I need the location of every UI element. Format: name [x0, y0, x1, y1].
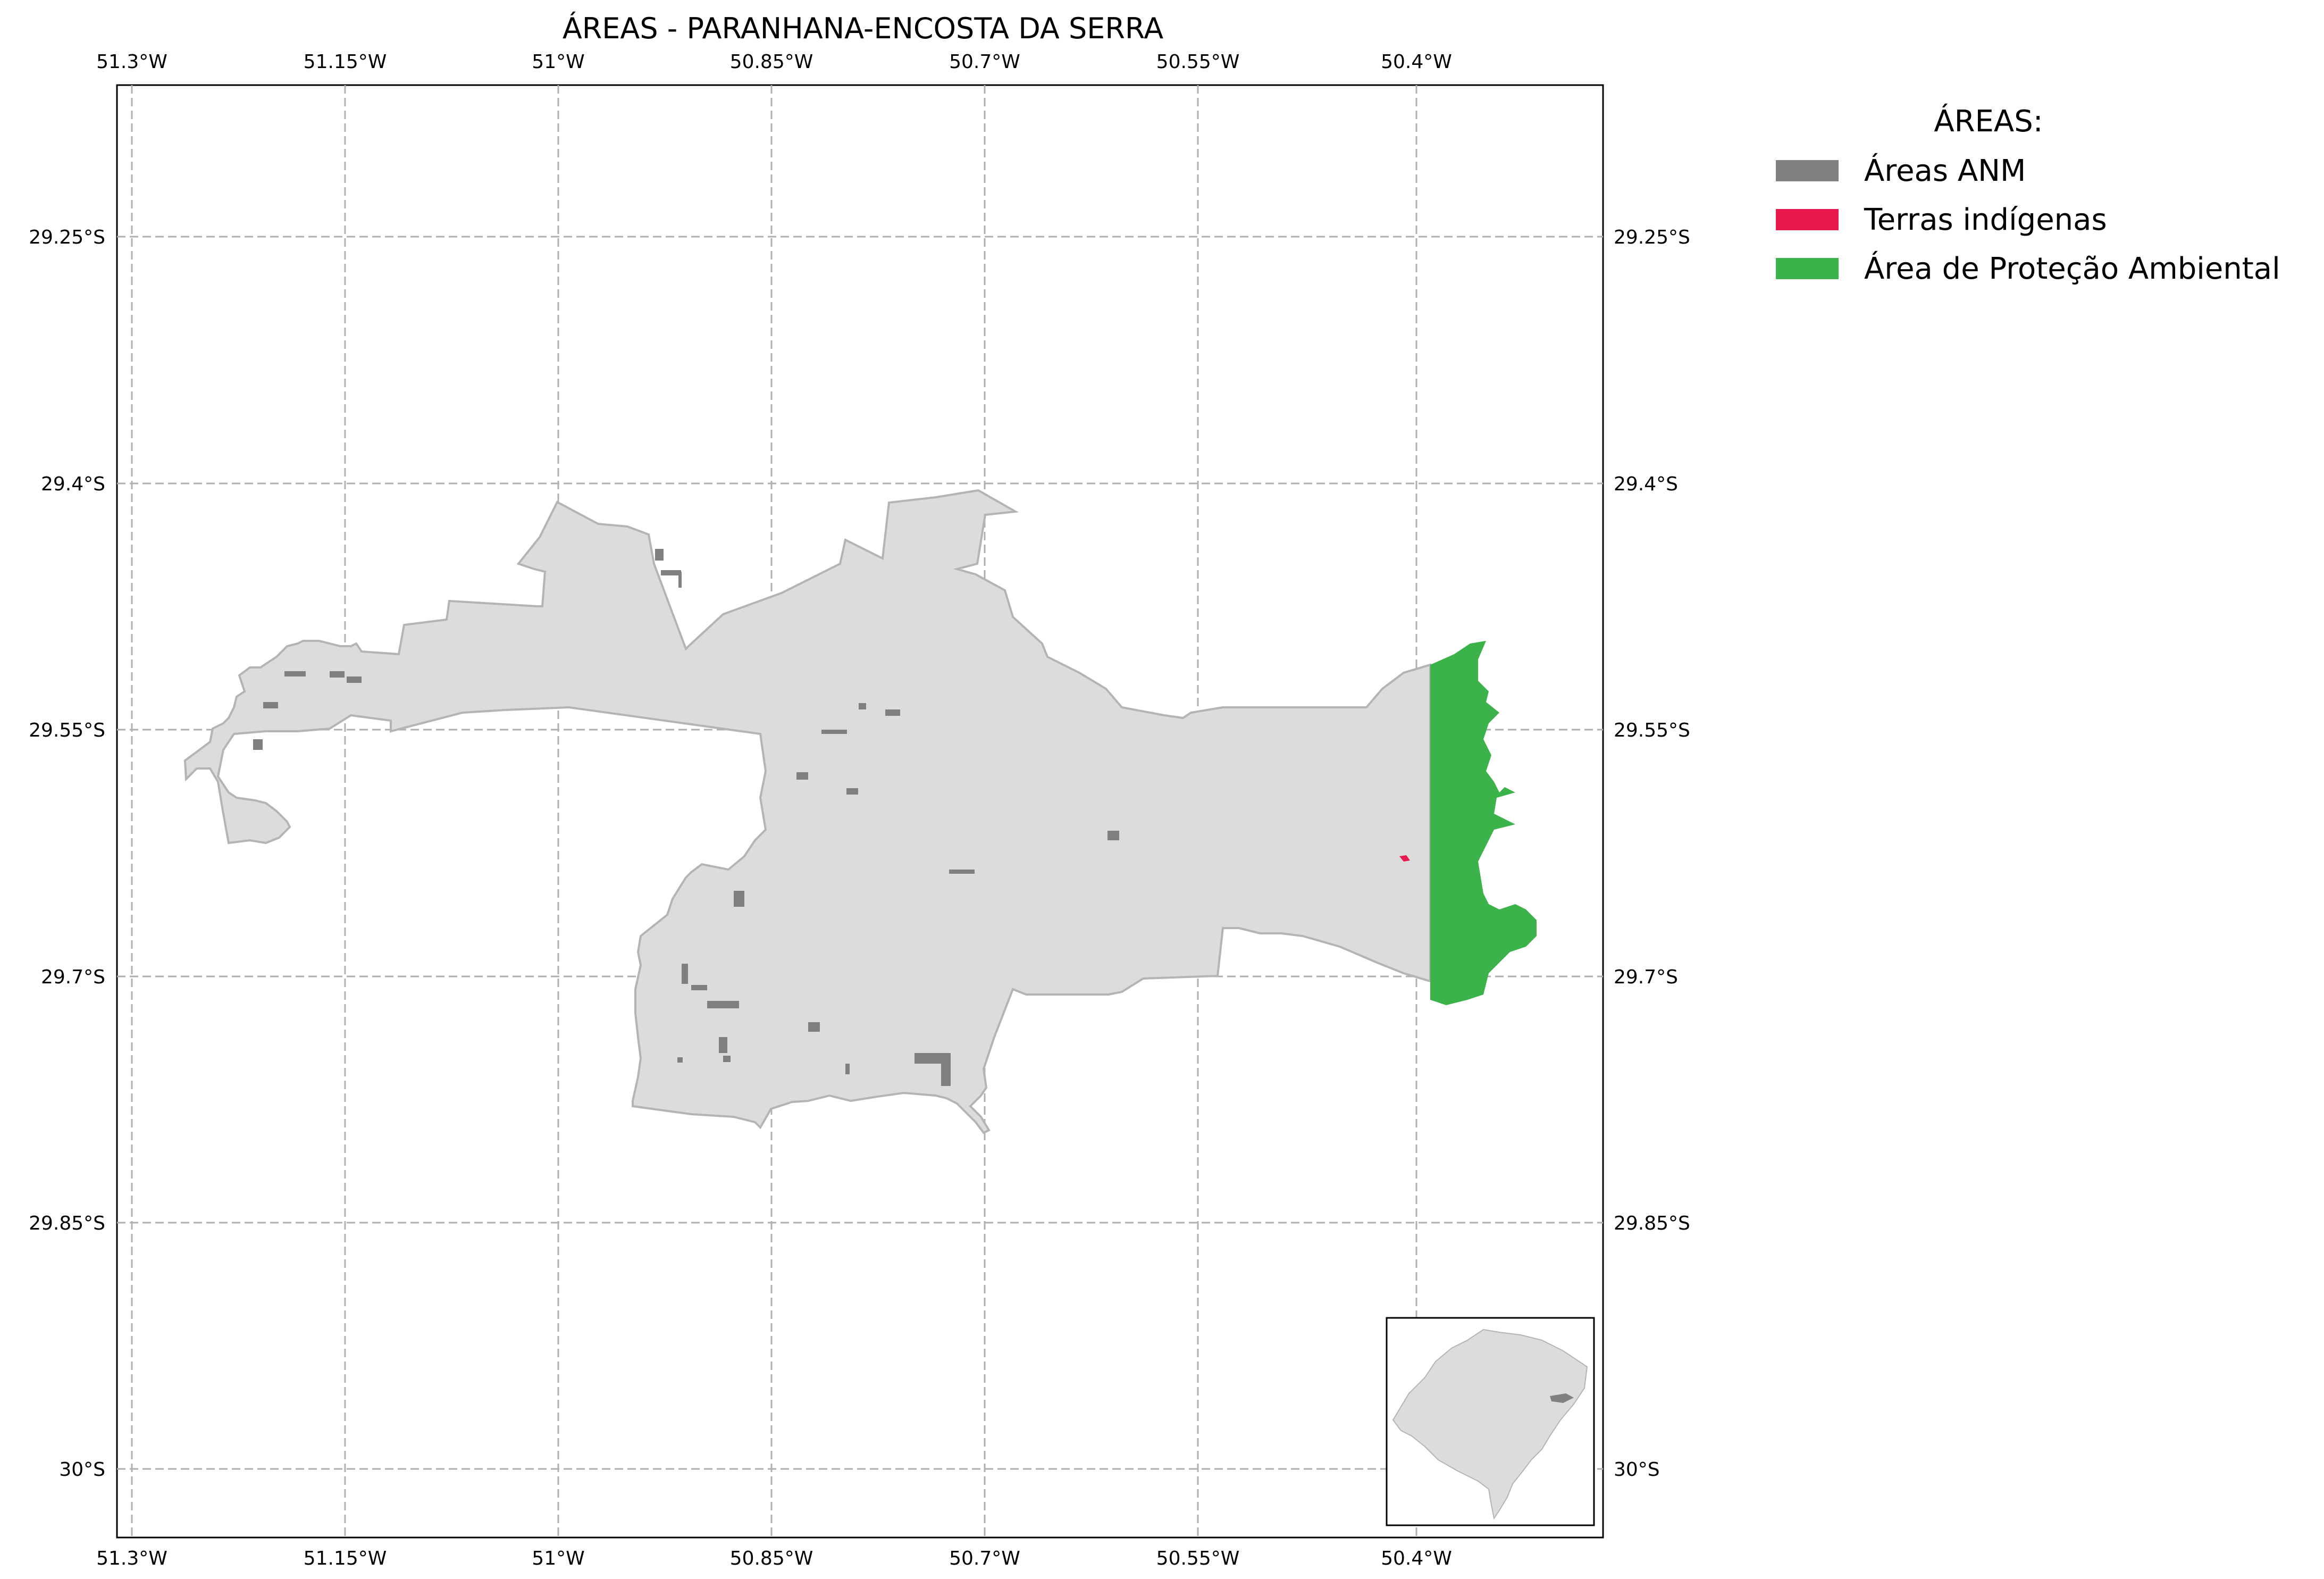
anm-area — [941, 1058, 951, 1086]
region-polygon — [183, 489, 1431, 1134]
y-tick-label-right: 30°S — [1614, 1459, 1660, 1481]
x-tick-label-top: 50.7°W — [949, 51, 1020, 73]
y-tick-label-left: 29.25°S — [29, 227, 105, 248]
anm-area — [330, 671, 345, 678]
x-tick-label-top: 50.85°W — [730, 51, 813, 73]
x-tick-label-bottom: 50.4°W — [1381, 1548, 1452, 1569]
x-tick-label-top: 51°W — [532, 51, 584, 73]
inset-locator-map — [1386, 1317, 1595, 1526]
inset-highlight-region — [1550, 1393, 1574, 1403]
y-tick-label-left: 29.4°S — [41, 473, 105, 495]
anm-area — [677, 1057, 683, 1063]
y-tick-label-right: 29.25°S — [1614, 227, 1690, 248]
y-tick-label-left: 30°S — [59, 1459, 105, 1481]
x-tick-label-top: 51.3°W — [96, 51, 167, 73]
legend-swatch-apa — [1776, 258, 1839, 279]
environmental-protection-area — [1430, 641, 1537, 1005]
anm-area — [723, 1056, 731, 1062]
anm-area — [734, 891, 744, 907]
anm-area — [682, 964, 688, 984]
anm-area — [719, 1037, 727, 1053]
anm-area — [661, 570, 681, 575]
indigenous-land — [1399, 855, 1410, 862]
x-tick-label-bottom: 51°W — [532, 1548, 584, 1569]
anm-area — [796, 772, 808, 780]
anm-area — [707, 1001, 739, 1008]
anm-area — [253, 739, 263, 750]
legend-item-anm: Áreas ANM — [1776, 146, 2280, 195]
anm-area — [263, 702, 278, 708]
legend-swatch-anm — [1776, 160, 1839, 181]
legend-label-indigenous: Terras indígenas — [1864, 202, 2107, 237]
anm-area — [1108, 831, 1119, 840]
y-tick-label-right: 29.7°S — [1614, 966, 1678, 988]
legend-item-indigenous: Terras indígenas — [1776, 195, 2280, 244]
anm-area — [655, 549, 664, 561]
anm-area — [859, 703, 866, 709]
legend-item-apa: Área de Proteção Ambiental — [1776, 244, 2280, 293]
y-tick-label-left: 29.7°S — [41, 966, 105, 988]
anm-area — [808, 1022, 820, 1032]
anm-area — [347, 676, 362, 683]
x-tick-label-bottom: 50.55°W — [1156, 1548, 1240, 1569]
y-tick-label-right: 29.55°S — [1614, 720, 1690, 741]
legend-title: ÁREAS: — [1934, 104, 2043, 139]
legend-label-anm: Áreas ANM — [1864, 153, 2026, 188]
inset-state-outline — [1392, 1329, 1588, 1520]
y-tick-label-right: 29.4°S — [1614, 473, 1678, 495]
x-tick-label-top: 50.55°W — [1156, 51, 1240, 73]
y-tick-label-right: 29.85°S — [1614, 1213, 1690, 1234]
anm-area — [821, 730, 847, 734]
x-tick-label-top: 51.15°W — [304, 51, 387, 73]
anm-area — [885, 709, 900, 716]
anm-areas — [253, 549, 1119, 1086]
anm-area — [846, 788, 858, 795]
legend: ÁREAS: Áreas ANM Terras indígenas Área d… — [1776, 104, 2280, 293]
x-tick-label-bottom: 51.15°W — [304, 1548, 387, 1569]
x-tick-label-bottom: 50.85°W — [730, 1548, 813, 1569]
tick-labels: 51.3°W 51.3°W 51.15°W 51.15°W 51°W 51°W 50.85°… — [29, 51, 1690, 1569]
anm-area — [845, 1064, 850, 1074]
anm-area — [949, 870, 975, 874]
x-tick-label-bottom: 50.7°W — [949, 1548, 1020, 1569]
anm-area — [284, 671, 306, 676]
y-tick-label-left: 29.85°S — [29, 1213, 105, 1234]
anm-area — [691, 985, 707, 990]
anm-area — [678, 572, 682, 588]
legend-swatch-indigenous — [1776, 209, 1839, 230]
x-tick-label-bottom: 51.3°W — [96, 1548, 167, 1569]
legend-label-apa: Área de Proteção Ambiental — [1864, 251, 2280, 286]
x-tick-label-top: 50.4°W — [1381, 51, 1452, 73]
y-tick-label-left: 29.55°S — [29, 720, 105, 741]
map-title: ÁREAS - PARANHANA-ENCOSTA DA SERRA — [563, 12, 1163, 45]
